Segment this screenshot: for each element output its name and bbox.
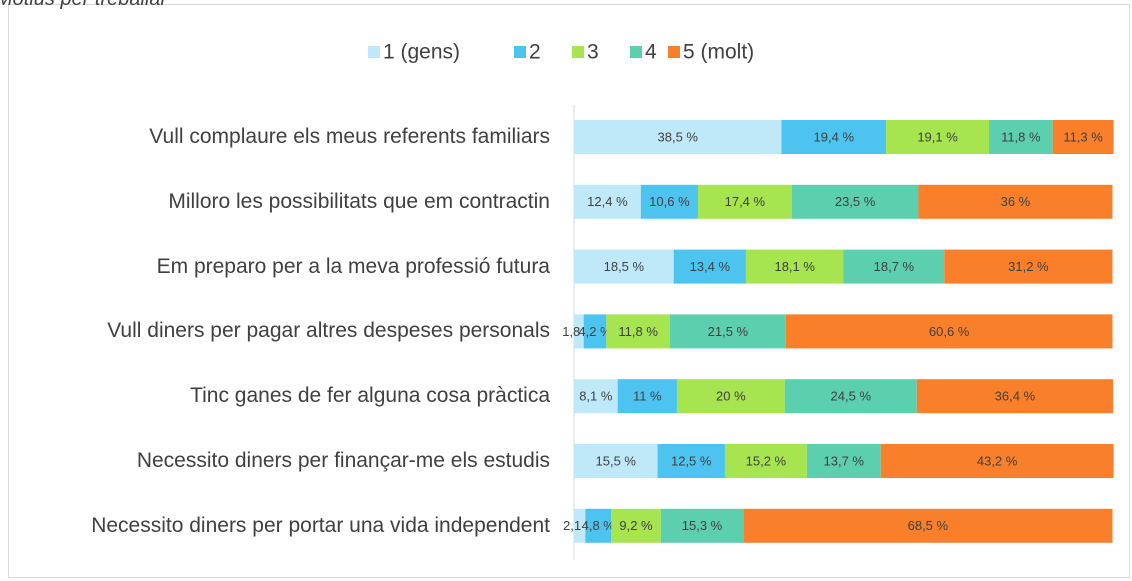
value-label: 21,5 % xyxy=(708,324,749,339)
bar-segment xyxy=(697,184,792,219)
legend-swatch xyxy=(630,46,642,58)
bar-segment xyxy=(784,379,917,414)
bar-segment xyxy=(583,314,607,349)
category-label: Vull complaure els meus referents famili… xyxy=(149,125,550,148)
bar-segment xyxy=(574,249,674,284)
value-label: 11 % xyxy=(633,389,662,404)
value-label: 60,6 % xyxy=(929,324,970,339)
category-label: Necessito diners per portar una vida ind… xyxy=(91,513,550,537)
value-label: 18,1 % xyxy=(774,259,815,274)
value-label: 15,5 % xyxy=(596,453,637,468)
value-label: 17,4 % xyxy=(725,194,766,209)
value-label: 19,4 % xyxy=(814,129,855,144)
legend-label: 1 (gens) xyxy=(383,41,460,64)
value-label: 11,8 % xyxy=(1001,129,1041,144)
bar-segment xyxy=(660,508,744,543)
value-label: 24,5 % xyxy=(831,389,872,404)
bar-segment xyxy=(944,249,1113,284)
value-label: 10,6 % xyxy=(649,194,690,209)
bar-segment xyxy=(989,120,1053,154)
bar-segment xyxy=(781,120,887,154)
bar-segment xyxy=(806,444,881,478)
bar-segment xyxy=(574,184,641,219)
legend-swatch xyxy=(514,46,526,58)
bar-segment xyxy=(574,379,618,414)
value-label: 23,5 % xyxy=(835,194,876,209)
legend-label: 5 (molt) xyxy=(683,41,754,64)
value-label: 4,8 % xyxy=(582,518,616,533)
bar-segment xyxy=(724,444,807,478)
category-label: Milloro les possibilitats que em contrac… xyxy=(168,189,550,213)
bar-segment xyxy=(676,379,785,414)
value-label: 68,5 % xyxy=(908,518,949,533)
legend-label: 3 xyxy=(587,41,599,64)
value-label: 12,4 % xyxy=(587,194,628,209)
value-label: 9,2 % xyxy=(619,518,653,533)
legend-label: 4 xyxy=(645,41,657,64)
bar-segment xyxy=(606,314,670,349)
legend-label: 2 xyxy=(529,41,541,64)
bar-segment xyxy=(843,249,945,284)
bar-segment xyxy=(918,184,1113,219)
bar-segment xyxy=(880,444,1114,478)
bar-segment xyxy=(673,249,746,284)
bar-segment xyxy=(916,379,1113,414)
bar-segment xyxy=(574,120,782,154)
value-label: 11,3 % xyxy=(1063,129,1103,144)
value-label: 13,7 % xyxy=(824,453,865,468)
bar-segment xyxy=(743,508,1113,543)
value-label: 19,1 % xyxy=(917,129,958,144)
bar-segment xyxy=(657,444,725,478)
bar-segment xyxy=(791,184,919,219)
chart-frame xyxy=(8,4,1130,578)
value-label: 20 % xyxy=(716,389,746,404)
category-label: Em preparo per a la meva professió futur… xyxy=(156,254,550,278)
bar-segment xyxy=(669,314,786,349)
bar-segment xyxy=(574,444,658,478)
legend-swatch xyxy=(572,46,584,58)
value-label: 4,2 % xyxy=(578,324,612,339)
value-label: 36,4 % xyxy=(995,389,1036,404)
legend-swatch xyxy=(668,46,680,58)
bar-segment xyxy=(574,508,586,543)
category-label: Vull diners per pagar altres despeses pe… xyxy=(107,319,550,343)
bar-segment xyxy=(745,249,844,284)
chart-title: Motius per treballar xyxy=(0,0,167,11)
value-label: 31,2 % xyxy=(1008,259,1049,274)
value-label: 15,3 % xyxy=(682,518,723,533)
bar-segment xyxy=(1052,120,1114,154)
bar-segment xyxy=(611,508,661,543)
bar-segment xyxy=(585,508,612,543)
value-label: 13,4 % xyxy=(690,259,731,274)
category-label: Tinc ganes de fer alguna cosa pràctica xyxy=(190,384,550,408)
legend-swatch xyxy=(368,46,380,58)
bar-segment xyxy=(617,379,677,414)
bar-segment xyxy=(640,184,698,219)
value-label: 8,1 % xyxy=(579,389,613,404)
bar-segment xyxy=(886,120,990,154)
value-label: 43,2 % xyxy=(977,453,1018,468)
value-label: 15,2 % xyxy=(746,453,787,468)
value-label: 18,7 % xyxy=(874,259,915,274)
value-label: 36 % xyxy=(1001,194,1031,209)
value-label: 18,5 % xyxy=(604,259,645,274)
category-label: Necessito diners per finançar-me els est… xyxy=(136,449,550,472)
value-label: 12,5 % xyxy=(671,453,712,468)
value-label: 11,8 % xyxy=(618,324,658,339)
bar-segment xyxy=(574,314,584,349)
bar-segment xyxy=(785,314,1113,349)
value-label: 38,5 % xyxy=(658,129,699,144)
